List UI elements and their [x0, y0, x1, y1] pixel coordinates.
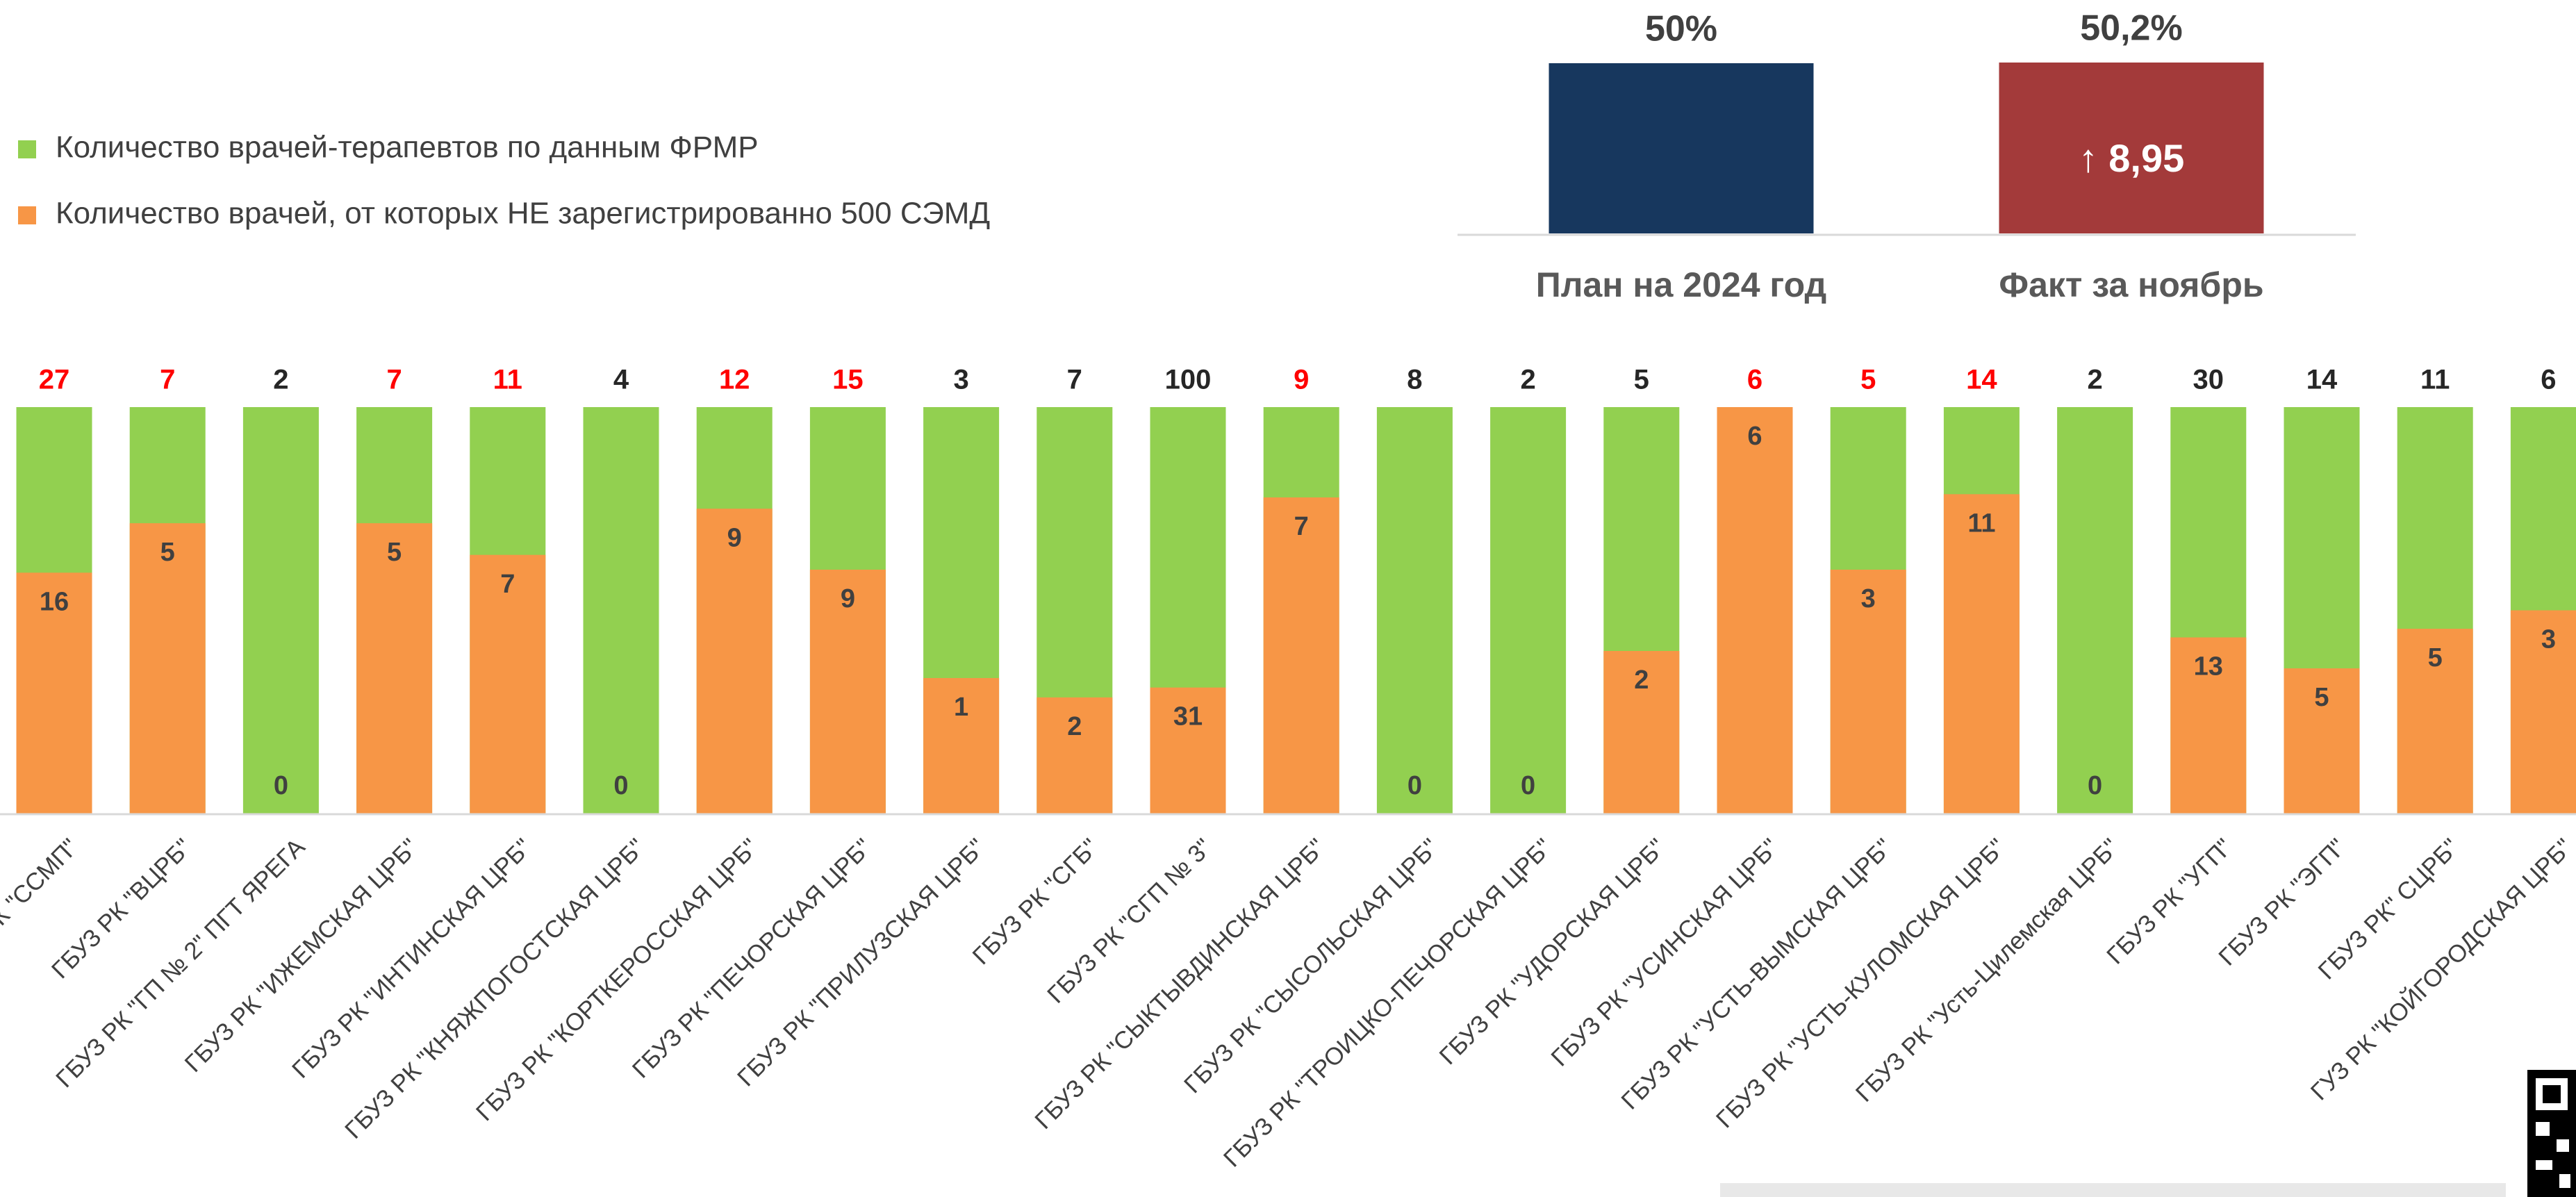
bar-segment: [1830, 570, 1906, 814]
bar-segment: [2170, 637, 2247, 814]
annotation: ↑ 8,95: [2079, 136, 2185, 180]
value-label: 2: [1067, 712, 1082, 741]
value-label: 16: [40, 587, 69, 616]
value-label: 0: [274, 771, 288, 800]
total-label: 4: [613, 365, 629, 395]
value-label: 0: [1521, 771, 1535, 800]
value-label: 5: [160, 538, 175, 567]
footer-box: [1720, 1183, 2506, 1197]
value-label: 1: [954, 693, 968, 722]
bar-segment: [1943, 494, 2020, 814]
value-label: 5: [2428, 643, 2443, 672]
value-label: 3: [2541, 625, 2556, 654]
x-tick-label: ГБУЗ РК "УСИНСКАЯ ЦРБ": [1546, 834, 1784, 1072]
bar-total: [242, 407, 319, 814]
bar-segment: [356, 523, 433, 814]
total-label: 12: [719, 365, 750, 395]
bar-total: [1376, 407, 1453, 814]
total-label: 7: [160, 365, 175, 395]
bar-segment: [2284, 668, 2360, 814]
legend-label: Количество врачей, от которых НЕ зарегис…: [56, 197, 990, 231]
bar-segment: [470, 554, 546, 814]
bar-segment: [129, 523, 206, 814]
bar-segment: [696, 509, 773, 814]
total-label: 2: [2087, 365, 2102, 395]
value-label: 11: [1967, 509, 1995, 538]
value-label: 31: [1173, 702, 1203, 732]
x-tick-label: ГБУЗ РК "ГП № 2" ПГТ ЯРЕГА: [51, 833, 311, 1093]
x-tick-label: ГБУЗ РК "ПЕЧОРСКАЯ ЦРБ": [627, 834, 877, 1084]
bar-segment: [2397, 629, 2473, 814]
bar-segment: [1717, 407, 1793, 814]
value-label: 7: [500, 570, 515, 599]
value-label: 13: [2194, 652, 2223, 682]
bar: [1999, 63, 2264, 233]
value-label: 5: [2314, 683, 2329, 712]
total-label: 8: [1407, 365, 1422, 395]
total-label: 14: [2306, 365, 2338, 395]
x-tick-label: ГБУЗ РК "ИНТИНСКАЯ ЦРБ": [287, 834, 537, 1084]
total-label: 6: [1747, 365, 1762, 395]
total-label: 9: [1294, 365, 1309, 395]
bar-segment: [1037, 697, 1113, 814]
bar: [1549, 63, 1814, 234]
total-label: 11: [2420, 365, 2450, 395]
x-tick-label: План на 2024 год: [1536, 265, 1826, 304]
value-label: 0: [613, 771, 628, 800]
value-label: 9: [841, 584, 855, 613]
bar-total: [583, 407, 659, 814]
value-label: 0: [1407, 771, 1422, 800]
value-label: 9: [727, 523, 742, 552]
x-tick-label: ГБУЗ РК "ИЖЕМСКАЯ ЦРБ": [179, 834, 423, 1078]
legend-swatch: [18, 206, 36, 224]
bar-total: [2057, 407, 2133, 814]
total-label: 14: [1966, 365, 1997, 395]
value-label: 3: [1861, 584, 1876, 613]
value-label: 2: [1634, 666, 1649, 695]
total-label: 5: [1860, 365, 1876, 395]
value-label: 50%: [1645, 9, 1717, 49]
total-label: 7: [1067, 365, 1082, 395]
value-label: 50,2%: [2080, 8, 2182, 49]
total-label: 15: [832, 365, 864, 395]
bar-segment: [16, 572, 92, 814]
bar-segment: [923, 678, 1000, 814]
bar-segment: [1150, 687, 1226, 814]
bar-segment: [809, 570, 886, 814]
x-tick-label: ГБУЗ РК "ПРИЛУЗСКАЯ ЦРБ": [732, 834, 991, 1092]
value-label: 5: [387, 538, 402, 567]
bar-segment: [1603, 651, 1680, 814]
bar-segment: [2510, 610, 2576, 814]
total-label: 100: [1165, 365, 1212, 395]
qr-code: [2527, 1070, 2576, 1197]
total-label: 7: [386, 365, 402, 395]
x-tick-label: ГБУЗ РК "СЫСОЛЬСКАЯ ЦРБ": [1179, 834, 1444, 1099]
total-label: 3: [953, 365, 968, 395]
legend-swatch: [18, 140, 36, 158]
total-label: 2: [1520, 365, 1535, 395]
value-label: 6: [1747, 422, 1762, 451]
bar-total: [1490, 407, 1567, 814]
total-label: 6: [2541, 365, 2556, 395]
value-label: 0: [2088, 771, 2102, 800]
total-label: 2: [273, 365, 288, 395]
x-tick-label: ГБУЗ РК "УДОРСКАЯ ЦРБ": [1435, 834, 1671, 1070]
x-tick-label: Факт за ноябрь: [1999, 265, 2263, 304]
total-label: 27: [39, 365, 70, 395]
total-label: 5: [1634, 365, 1649, 395]
legend-label: Количество врачей-терапевтов по данным Ф…: [56, 131, 759, 165]
total-label: 30: [2193, 365, 2224, 395]
value-label: 7: [1294, 512, 1309, 541]
bar-segment: [1263, 497, 1339, 814]
total-label: 11: [493, 365, 522, 395]
